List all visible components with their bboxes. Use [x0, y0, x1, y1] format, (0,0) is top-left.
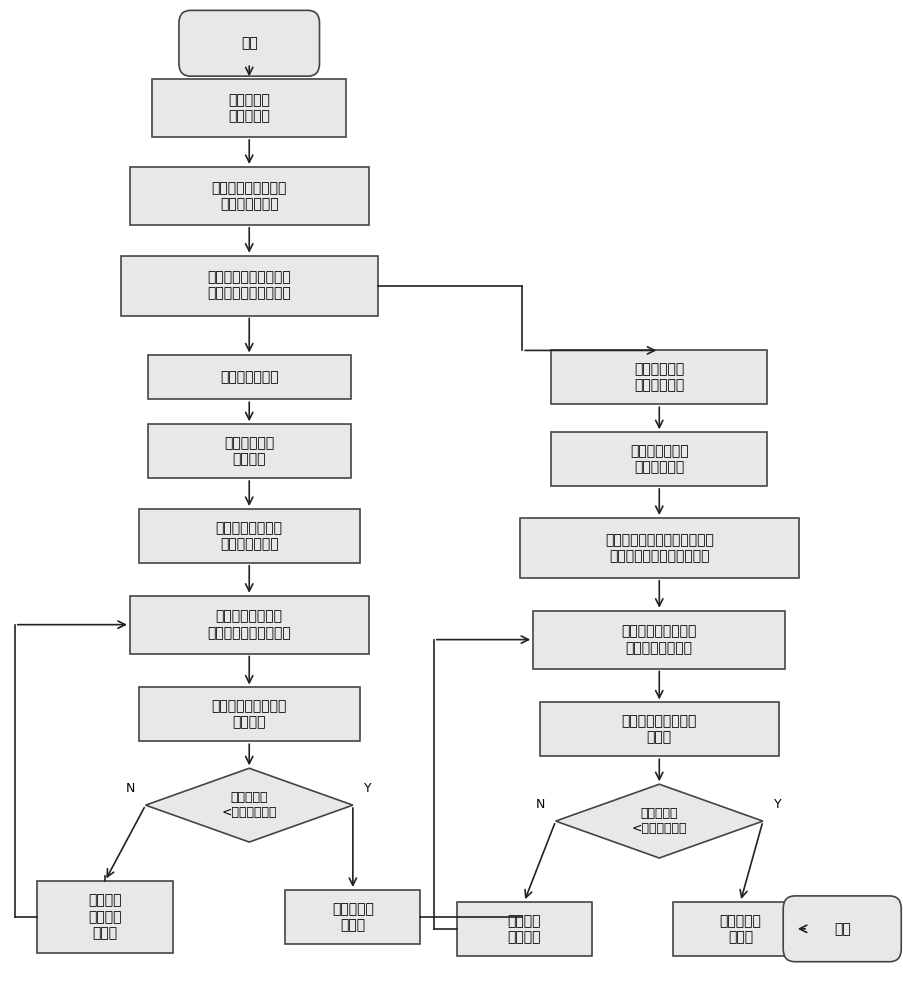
FancyBboxPatch shape: [148, 355, 350, 399]
Text: 利用解对
初值修正: 利用解对 初值修正: [507, 914, 540, 944]
Text: 采集相差测量值: 采集相差测量值: [219, 370, 278, 384]
Text: 开始: 开始: [240, 36, 257, 50]
Polygon shape: [555, 784, 762, 858]
Text: 获取非线性六参数
相差测量方程组: 获取非线性六参数 相差测量方程组: [216, 521, 283, 551]
Text: 建立以旋转量为基本已
知量的六参数相差模型: 建立以旋转量为基本已 知量的六参数相差模型: [207, 270, 291, 301]
Text: 求无模糊线性化方程
组的解: 求无模糊线性化方程 组的解: [621, 714, 696, 744]
FancyBboxPatch shape: [285, 890, 420, 944]
FancyBboxPatch shape: [539, 702, 777, 756]
Text: 解的绝对值
<设定校准误差: 解的绝对值 <设定校准误差: [221, 791, 276, 819]
Text: 解的绝对值
<设定测角误差: 解的绝对值 <设定测角误差: [631, 807, 686, 835]
Text: 校准结果代入
相差测量方程: 校准结果代入 相差测量方程: [634, 362, 684, 392]
Text: 用最小二
乘解对初
值修正: 用最小二 乘解对初 值修正: [88, 894, 122, 940]
FancyBboxPatch shape: [456, 902, 591, 956]
FancyBboxPatch shape: [551, 432, 767, 486]
Text: 求线性化方程组的最
小二乘解: 求线性化方程组的最 小二乘解: [211, 699, 286, 730]
FancyBboxPatch shape: [551, 350, 767, 404]
Text: 建立干涉仪
测量坐标系: 建立干涉仪 测量坐标系: [228, 93, 270, 123]
Text: 扣除馈线误差并归算到主值区
间得到非线性无模糊方程组: 扣除馈线误差并归算到主值区 间得到非线性无模糊方程组: [604, 533, 713, 563]
Text: N: N: [535, 798, 545, 811]
FancyBboxPatch shape: [130, 596, 368, 654]
Text: 输出阵列综
合误差: 输出阵列综 合误差: [331, 902, 373, 932]
Text: 输出测角校
准结果: 输出测角校 准结果: [719, 914, 760, 944]
Text: N: N: [126, 782, 135, 795]
Polygon shape: [145, 768, 352, 842]
FancyBboxPatch shape: [139, 687, 359, 741]
FancyBboxPatch shape: [179, 10, 319, 76]
Text: 对相差测量值
均值处理: 对相差测量值 均值处理: [224, 436, 274, 466]
FancyBboxPatch shape: [139, 509, 359, 563]
Text: Y: Y: [773, 798, 780, 811]
Text: 获取虚拟基线相
差测量方程组: 获取虚拟基线相 差测量方程组: [629, 444, 688, 474]
Text: 结束: 结束: [833, 922, 850, 936]
FancyBboxPatch shape: [672, 902, 807, 956]
FancyBboxPatch shape: [121, 256, 377, 316]
FancyBboxPatch shape: [153, 79, 346, 137]
Text: 在初值点将非线性无
模糊方程组线性化: 在初值点将非线性无 模糊方程组线性化: [621, 625, 696, 655]
FancyBboxPatch shape: [533, 611, 785, 669]
FancyBboxPatch shape: [37, 881, 172, 953]
Text: 建立含有综合误差项
的相差测量方程: 建立含有综合误差项 的相差测量方程: [211, 181, 286, 211]
Text: Y: Y: [363, 782, 371, 795]
FancyBboxPatch shape: [519, 518, 798, 578]
FancyBboxPatch shape: [130, 167, 368, 225]
FancyBboxPatch shape: [148, 424, 350, 478]
Text: 在初值点将非线性
相差测量方程组线性化: 在初值点将非线性 相差测量方程组线性化: [207, 610, 291, 640]
FancyBboxPatch shape: [782, 896, 900, 962]
